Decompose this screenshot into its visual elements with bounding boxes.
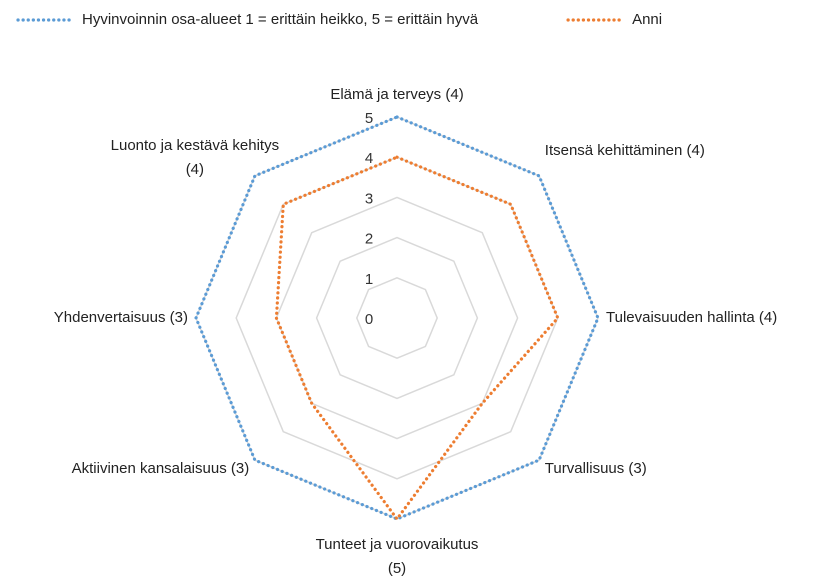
series-line	[274, 155, 560, 522]
grid-line	[315, 236, 479, 400]
grid-line	[275, 196, 519, 440]
category-label: Elämä ja terveys (4)	[330, 86, 463, 103]
r-tick-label: 2	[365, 231, 373, 248]
grid-line	[355, 276, 439, 360]
r-tick-label: 4	[365, 150, 373, 167]
r-tick-label: 0	[365, 311, 373, 328]
category-label-line: Tunteet ja vuorovaikutus	[316, 536, 479, 553]
category-label: Itsensä kehittäminen (4)	[545, 142, 705, 159]
series-line	[194, 115, 600, 521]
legend-label: Hyvinvoinnin osa-alueet 1 = erittäin hei…	[82, 11, 479, 28]
grid-line	[195, 116, 599, 520]
category-label: Yhdenvertaisuus (3)	[54, 309, 188, 326]
category-label: Luonto ja kestävä kehitys (4)	[111, 137, 279, 178]
category-label: Tulevaisuuden hallinta (4)	[606, 309, 777, 326]
category-label-line: Luonto ja kestävä kehitys	[111, 137, 279, 154]
legend-label: Anni	[632, 11, 662, 28]
category-label: Tunteet ja vuorovaikutus (5)	[316, 536, 479, 577]
category-label-line: (4)	[186, 161, 204, 178]
category-label-line: (5)	[388, 560, 406, 577]
r-tick-label: 1	[365, 271, 373, 288]
r-tick-label: 5	[365, 110, 373, 127]
category-label: Turvallisuus (3)	[545, 460, 647, 477]
category-label: Aktiivinen kansalaisuus (3)	[72, 460, 250, 477]
r-tick-label: 3	[365, 190, 373, 207]
